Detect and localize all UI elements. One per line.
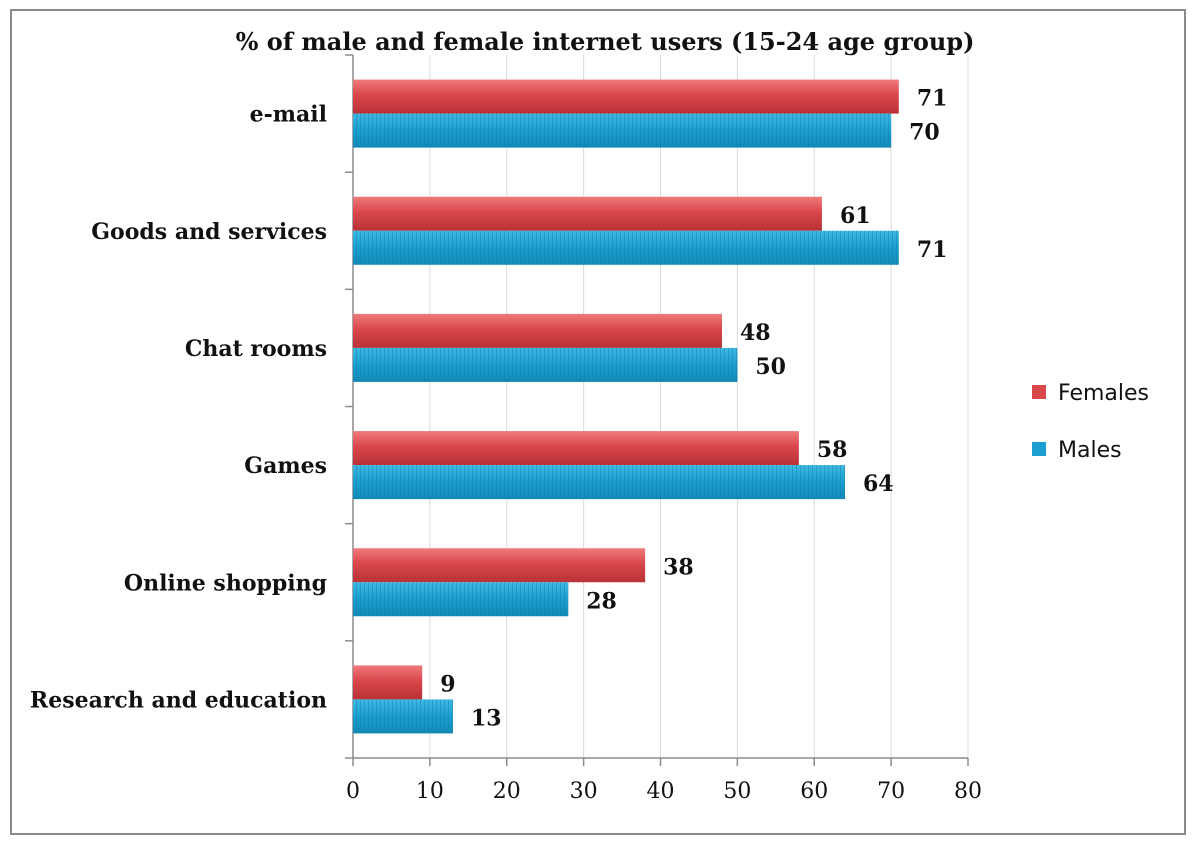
bar-females-0: [353, 79, 899, 114]
x-tick-label: 40: [647, 779, 675, 804]
data-labels: 71 61 48 58 38 9 70 71 50 64 28 13: [440, 86, 947, 732]
gridlines: [429, 55, 969, 758]
value-label-females: 48: [740, 320, 771, 346]
category-label: Goods and services: [91, 219, 327, 245]
legend-label-females: Females: [1058, 381, 1149, 406]
bar-females-4: [353, 548, 646, 583]
bar-females-3: [353, 431, 799, 466]
value-label-females: 71: [917, 86, 948, 112]
value-label-males: 13: [471, 705, 502, 731]
bar-texture: [353, 113, 892, 148]
bar-texture: [353, 465, 845, 500]
x-tick-label: 70: [877, 779, 905, 804]
category-label: Research and education: [30, 687, 327, 713]
value-label-males: 64: [863, 471, 894, 497]
bar-females-1: [353, 196, 822, 231]
legend: Females Males: [1032, 381, 1149, 463]
value-label-females: 9: [440, 671, 455, 697]
value-label-males: 28: [586, 588, 617, 614]
axes: 0 10 20 30 40 50 60 70 80 e-mail Goods and service…: [30, 54, 982, 804]
x-tick-label: 30: [570, 779, 598, 804]
x-tick-label: 80: [954, 779, 982, 804]
x-tick-label: 0: [346, 779, 360, 804]
x-tick-label: 20: [493, 779, 521, 804]
bars: [353, 79, 899, 734]
x-tick-label: 50: [723, 779, 751, 804]
category-label: Online shopping: [124, 570, 327, 596]
value-label-males: 70: [909, 120, 940, 146]
value-label-females: 38: [663, 554, 694, 580]
value-label-females: 58: [817, 437, 848, 463]
bar-texture: [353, 347, 738, 382]
bar-females-5: [353, 665, 423, 700]
bar-texture: [353, 699, 453, 734]
value-label-males: 50: [755, 354, 786, 380]
legend-label-males: Males: [1058, 438, 1122, 463]
value-label-males: 71: [917, 237, 948, 263]
legend-swatch-females: [1032, 385, 1046, 399]
chart-title: % of male and female internet users (15-…: [236, 27, 975, 56]
bar-texture: [353, 582, 569, 617]
legend-swatch-males: [1032, 442, 1046, 456]
x-tick-label: 10: [416, 779, 444, 804]
category-label: Chat rooms: [185, 336, 327, 362]
value-label-females: 61: [840, 203, 871, 229]
x-tick-label: 60: [800, 779, 828, 804]
bar-texture: [353, 230, 899, 265]
bar-females-2: [353, 313, 722, 348]
category-label: e-mail: [250, 102, 327, 128]
category-label: Games: [244, 453, 327, 479]
